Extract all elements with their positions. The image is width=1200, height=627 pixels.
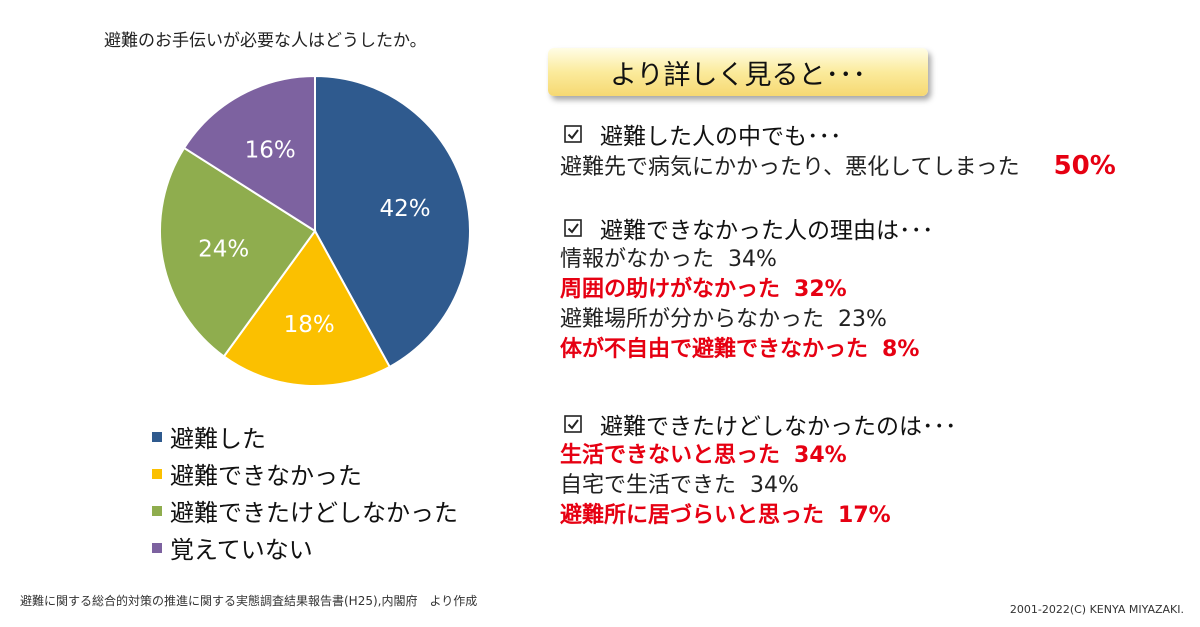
- reason-percent: 17%: [838, 503, 891, 528]
- reason-text: 自宅で生活できた: [560, 473, 737, 498]
- pie-slice-label: 42%: [380, 196, 431, 222]
- legend-item: 避難できなかった: [152, 455, 458, 492]
- checkbox-icon: [564, 219, 582, 237]
- section-heading-text: 避難できたけどしなかったのは･･･: [600, 414, 957, 440]
- reason-line: 体が不自由で避難できなかった 8%: [560, 335, 934, 365]
- section-heading-text: 避難できなかった人の理由は･･･: [600, 218, 934, 244]
- reason-text: 体が不自由で避難できなかった: [560, 337, 869, 362]
- section-could-not-evacuate: 避難できなかった人の理由は･･･ 情報がなかった 34% 周囲の助けがなかった 32…: [560, 211, 934, 365]
- reason-text: 周囲の助けがなかった: [560, 277, 781, 302]
- legend-swatch: [152, 468, 162, 479]
- reason-line: 周囲の助けがなかった 32%: [560, 275, 934, 305]
- legend-label: 避難できたけどしなかった: [170, 499, 458, 527]
- legend-swatch: [152, 542, 162, 553]
- copyright: 2001-2022(C) KENYA MIYAZAKI.: [1009, 603, 1184, 616]
- legend-swatch: [152, 431, 162, 442]
- reason-line: 情報がなかった 34%: [560, 245, 934, 275]
- reason-percent: 50%: [1053, 151, 1116, 181]
- reason-percent: 23%: [838, 307, 887, 332]
- reason-text: 生活できないと思った: [560, 443, 781, 468]
- section-heading: 避難した人の中でも･･･: [560, 117, 1116, 151]
- reason-line: 避難先で病気にかかったり、悪化してしまった 50%: [560, 151, 1116, 181]
- reason-line: 避難所に居づらいと思った 17%: [560, 501, 957, 531]
- legend-item: 避難した: [152, 418, 458, 455]
- pie-chart: 42% 18% 24% 16%: [159, 74, 471, 387]
- chart-title: 避難のお手伝いが必要な人はどうしたか。: [104, 31, 427, 51]
- reason-text: 避難場所が分からなかった: [560, 307, 825, 332]
- checkbox-icon: [564, 125, 582, 143]
- reason-line: 自宅で生活できた 34%: [560, 471, 957, 501]
- reason-percent: 34%: [794, 443, 847, 468]
- reason-percent: 32%: [794, 277, 847, 302]
- reason-text: 避難所に居づらいと思った: [560, 503, 825, 528]
- legend: 避難した避難できなかった避難できたけどしなかった 覚えていない: [152, 418, 458, 566]
- legend-item: 覚えていない: [152, 529, 458, 566]
- section-heading: 避難できなかった人の理由は･･･: [560, 211, 934, 245]
- reason-percent: 8%: [882, 337, 920, 362]
- legend-swatch: [152, 505, 162, 516]
- checkbox-icon: [564, 415, 582, 433]
- legend-label: 避難できなかった: [170, 462, 362, 490]
- pie-slice-label: 24%: [198, 236, 249, 262]
- pie-slice: [222, 229, 392, 387]
- pie-slice: [159, 146, 317, 358]
- section-evacuated: 避難した人の中でも･･･ 避難先で病気にかかったり、悪化してしまった 50%: [560, 117, 1116, 181]
- detail-banner: より詳しく見ると･･･: [548, 48, 928, 96]
- legend-label: 避難した: [170, 425, 266, 453]
- section-chose-not-to-evacuate: 避難できたけどしなかったのは･･･ 生活できないと思った 34% 自宅で生活できた…: [560, 407, 957, 531]
- source-note: 避難に関する総合的対策の推進に関する実態調査結果報告書(H25),内閣府 より作…: [20, 594, 478, 608]
- reason-line: 生活できないと思った 34%: [560, 441, 957, 471]
- legend-label: 覚えていない: [170, 536, 313, 564]
- reason-text: 避難先で病気にかかったり、悪化してしまった: [560, 155, 1020, 180]
- pie-slice-label: 16%: [245, 138, 296, 164]
- pie-slice: [182, 74, 316, 233]
- section-heading: 避難できたけどしなかったのは･･･: [560, 407, 957, 441]
- reason-percent: 34%: [750, 473, 799, 498]
- reason-text: 情報がなかった: [560, 247, 715, 272]
- pie-slice-label: 18%: [284, 312, 335, 338]
- legend-item: 避難できたけどしなかった: [152, 492, 458, 529]
- reason-percent: 34%: [728, 247, 777, 272]
- pie-slice: [314, 74, 471, 369]
- section-heading-text: 避難した人の中でも･･･: [600, 124, 842, 150]
- reason-line: 避難場所が分からなかった 23%: [560, 305, 934, 335]
